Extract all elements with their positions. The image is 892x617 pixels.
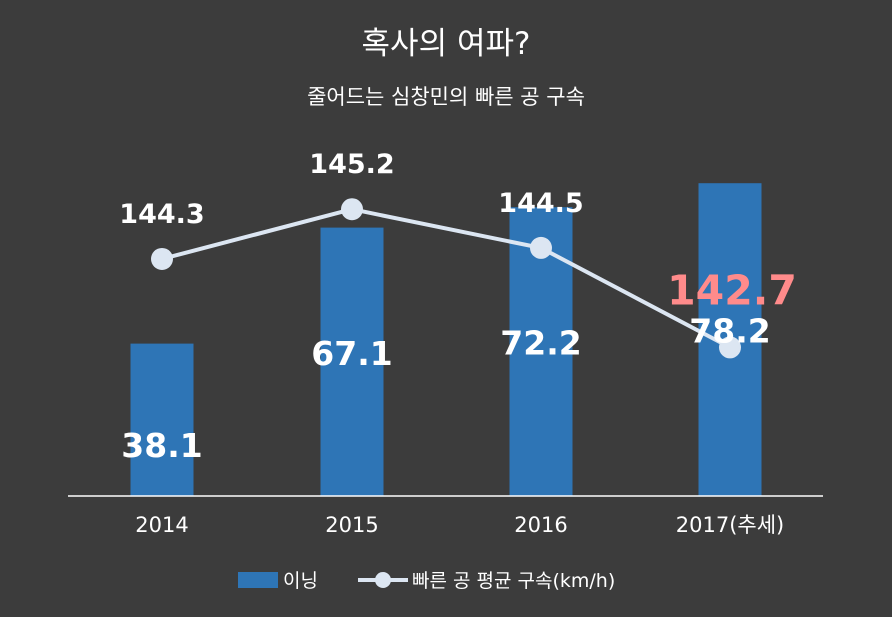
speed-point-1 — [341, 198, 363, 221]
bar-value-label-0: 38.1 — [121, 426, 202, 465]
x-tick-label-1: 2015 — [325, 513, 378, 537]
bars-group — [130, 183, 762, 496]
line-series-group — [151, 198, 741, 359]
bar-1 — [320, 227, 384, 496]
speed-point-0 — [151, 247, 173, 270]
speed-point-2 — [530, 236, 552, 259]
legend-label-innings: 이닝 — [283, 570, 318, 592]
bar-0 — [130, 343, 194, 496]
speed-value-label-3: 142.7 — [667, 266, 797, 314]
x-tick-label-2: 2016 — [514, 513, 567, 537]
speed-line — [161, 207, 731, 350]
chart-subtitle: 줄어드는 심창민의 빠른 공 구속 — [307, 85, 585, 109]
legend-swatch-innings — [238, 572, 278, 588]
speed-point-3 — [719, 336, 741, 359]
bar-value-label-3: 78.2 — [689, 312, 770, 351]
labels-group: 38.1 67.1 72.2 78.2 2014 2015 2016 2017(추세) 144.… — [119, 149, 797, 537]
legend-marker-speed — [375, 572, 391, 588]
chart-title: 혹사의 여파? — [362, 26, 531, 62]
x-tick-label-3: 2017(추세) — [676, 513, 784, 537]
bar-value-label-1: 67.1 — [311, 334, 392, 373]
legend-label-speed: 빠른 공 평균 구속(km/h) — [412, 570, 615, 592]
bar-value-label-2: 72.2 — [500, 324, 581, 363]
speed-value-label-2: 144.5 — [498, 188, 583, 219]
legend: 이닝 빠른 공 평균 구속(km/h) — [238, 570, 615, 592]
speed-value-label-0: 144.3 — [119, 199, 204, 230]
x-tick-label-0: 2014 — [135, 513, 188, 537]
speed-value-label-1: 145.2 — [309, 149, 394, 180]
